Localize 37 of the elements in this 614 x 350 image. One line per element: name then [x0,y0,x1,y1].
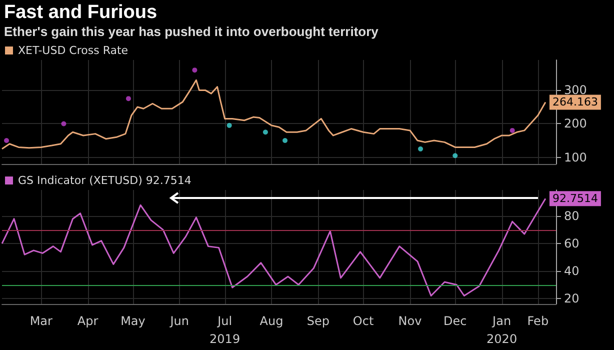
x-tick-label: Sep [306,314,330,328]
point [282,138,288,144]
y-tick-label: 100 [564,150,587,164]
x-tick-label: Aug [260,314,284,328]
point [192,68,198,73]
y-tick-label: 300 [564,83,587,98]
point [452,153,458,158]
y-tick-label: 60 [564,236,580,251]
point [262,130,268,135]
x-tick-label: Jul 2019 [210,314,240,346]
point [4,138,10,144]
x-tick-label: Mar [30,314,53,328]
y-tick-label: 20 [564,292,580,306]
y-tick-label: 40 [564,264,580,278]
x-tick-label: May [120,314,146,328]
point [418,146,424,152]
x-tick-label: Nov [398,314,422,328]
x-tick-label: Oct [352,314,374,328]
y-tick-label: 80 [564,209,580,224]
point [61,121,66,126]
legend-label: GS Indicator (XETUSD) 92.7514 [18,174,192,187]
x-tick-label: Jan 2020 [486,314,518,346]
legend-label: XET-USD Cross Rate [18,44,128,57]
point [510,128,515,133]
point [126,96,131,102]
x-tick-label: Feb [527,314,549,328]
data-label: 92.7514 [552,192,598,206]
x-tick-label: Dec [444,314,467,328]
data-label: 264.163 [552,96,598,109]
x-tick-label: Jun [169,314,190,328]
chart-title: Fast and Furious [4,2,158,23]
line-series [1,79,546,150]
line-series [1,198,546,297]
chart-subtitle: Ether's gain this year has pushed it into overbought territory [4,23,380,40]
x-tick-label: Apr [77,314,98,328]
y-tick-label: 200 [564,116,587,131]
point [226,122,232,128]
